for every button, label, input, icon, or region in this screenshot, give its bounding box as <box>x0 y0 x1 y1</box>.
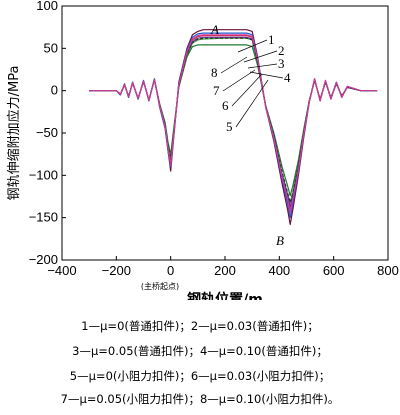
y-axis-label: 钢轨伸缩附加应力/MPa <box>6 66 22 201</box>
annotation-1: 1 <box>268 32 275 47</box>
x-axis-note: (主桥起点) <box>141 281 179 291</box>
legend-line-1: 1—μ=0(普通扣件)；2—μ=0.03(普通扣件)； <box>81 319 319 333</box>
series-line-5 <box>89 37 378 203</box>
x-tick-label: 0 <box>167 263 174 278</box>
annotation-7: 7 <box>213 83 220 98</box>
plot-frame <box>61 5 389 261</box>
series-line-3 <box>89 35 378 212</box>
y-tick-label: 50 <box>44 40 58 55</box>
point-label-a: A <box>210 22 219 37</box>
series-line-8 <box>89 34 378 214</box>
annotation-5: 5 <box>226 119 233 134</box>
series-layer <box>89 29 378 225</box>
y-tick-label: −150 <box>29 210 58 225</box>
annotation-6: 6 <box>222 98 229 113</box>
y-tick-label: −100 <box>29 167 58 182</box>
x-tick-label: 400 <box>268 263 290 278</box>
series-line-2 <box>89 32 378 219</box>
series-line-4 <box>89 44 378 197</box>
y-tick-label: 0 <box>51 83 58 98</box>
y-tick-label: 100 <box>36 0 58 13</box>
series-line-1 <box>89 29 378 225</box>
x-tick-label: 600 <box>323 263 345 278</box>
x-tick-label: 200 <box>214 263 236 278</box>
x-tick-label: 800 <box>377 263 399 278</box>
x-axis-label: 钢轨位置/m <box>187 291 263 300</box>
annotation-8: 8 <box>211 65 218 80</box>
legend-line-2: 3—μ=0.05(普通扣件)；4—μ=0.10(普通扣件)； <box>72 344 328 358</box>
point-label-b: B <box>276 233 284 248</box>
y-tick-label: −200 <box>29 252 58 267</box>
series-line-7 <box>89 37 378 203</box>
x-tick-label: −200 <box>102 263 131 278</box>
y-tick-label: −50 <box>36 125 58 140</box>
series-line-6 <box>89 36 378 208</box>
annotation-2: 2 <box>278 43 285 58</box>
legend-line-4: 7—μ=0.05(小阻力扣件)；8—μ=0.10(小阻力扣件)。 <box>60 392 340 406</box>
annotation-4: 4 <box>284 70 291 85</box>
annotation-3: 3 <box>278 56 285 71</box>
leader-lines <box>220 39 284 128</box>
curve-annotations: 1 2 8 3 4 7 6 5 <box>211 32 291 134</box>
legend-line-3: 5—μ=0(小阻力扣件)；6—μ=0.03(小阻力扣件)； <box>69 369 331 383</box>
x-tick-label: −400 <box>47 263 76 278</box>
